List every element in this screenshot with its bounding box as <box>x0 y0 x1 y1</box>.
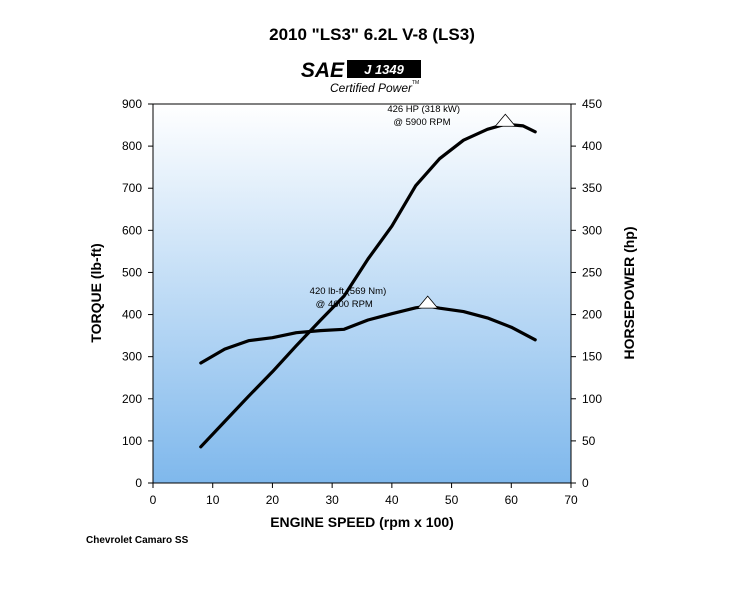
left-tick-label: 700 <box>122 181 142 195</box>
series-line-horsepower <box>199 122 537 449</box>
series-line-torque <box>199 304 537 365</box>
chart-title: 2010 "LS3" 6.2L V-8 (LS3) <box>269 25 475 44</box>
left-tick-label: 100 <box>122 434 142 448</box>
sae-logo: SAE J 1349 Certified Power TM <box>301 59 421 95</box>
sae-logo-certified: Certified Power <box>330 81 413 95</box>
left-axis-title: TORQUE (lb-ft) <box>88 243 104 342</box>
peak-label-line1: 426 HP (318 kW) <box>387 104 460 115</box>
left-tick-label: 300 <box>122 350 142 364</box>
right-tick-label: 0 <box>582 476 589 490</box>
x-tick-label: 10 <box>206 493 220 507</box>
x-tick-label: 60 <box>505 493 519 507</box>
right-tick-label: 150 <box>582 350 602 364</box>
left-axis-ticks: 0 100 200 300 400 500 600 700 800 900 <box>122 97 153 490</box>
left-tick-label: 0 <box>135 476 142 490</box>
peak-label-line2: @ 5900 RPM <box>393 117 450 128</box>
sae-logo-trademark: TM <box>412 80 419 86</box>
right-axis-title: HORSEPOWER (hp) <box>621 227 637 360</box>
left-tick-label: 600 <box>122 223 142 237</box>
right-axis-ticks: 0 50 100 150 200 250 300 350 400 450 <box>571 97 602 490</box>
left-tick-label: 500 <box>122 265 142 279</box>
sae-logo-badge <box>347 60 421 78</box>
right-tick-label: 50 <box>582 434 596 448</box>
x-axis-ticks: 0 10 20 30 40 50 60 70 <box>150 483 578 507</box>
right-tick-label: 300 <box>582 223 602 237</box>
x-tick-label: 40 <box>385 493 399 507</box>
x-tick-label: 30 <box>325 493 339 507</box>
right-tick-label: 100 <box>582 392 602 406</box>
right-tick-label: 250 <box>582 265 602 279</box>
x-tick-label: 20 <box>266 493 280 507</box>
peak-label-line1: 420 lb-ft (569 Nm) <box>310 286 387 297</box>
left-tick-label: 200 <box>122 392 142 406</box>
peak-marker <box>416 295 439 309</box>
sae-logo-standard: J 1349 <box>364 62 405 77</box>
sae-logo-text: SAE <box>301 59 345 82</box>
peak-label-line2: @ 4600 RPM <box>316 299 373 310</box>
annotation-layer: 426 HP (318 kW) @ 5900 RPM 420 lb-ft (569 … <box>310 104 517 310</box>
plot-area <box>152 103 572 484</box>
peak-marker <box>494 113 517 127</box>
left-tick-label: 800 <box>122 139 142 153</box>
right-tick-label: 400 <box>582 139 602 153</box>
left-tick-label: 900 <box>122 97 142 111</box>
x-tick-label: 50 <box>445 493 459 507</box>
x-axis-title: ENGINE SPEED (rpm x 100) <box>270 514 454 530</box>
right-tick-label: 200 <box>582 308 602 322</box>
right-tick-label: 450 <box>582 97 602 111</box>
right-tick-label: 350 <box>582 181 602 195</box>
left-tick-label: 400 <box>122 308 142 322</box>
x-tick-label: 0 <box>150 493 157 507</box>
series-layer <box>199 122 537 449</box>
footnote: Chevrolet Camaro SS <box>86 535 189 546</box>
x-tick-label: 70 <box>564 493 578 507</box>
